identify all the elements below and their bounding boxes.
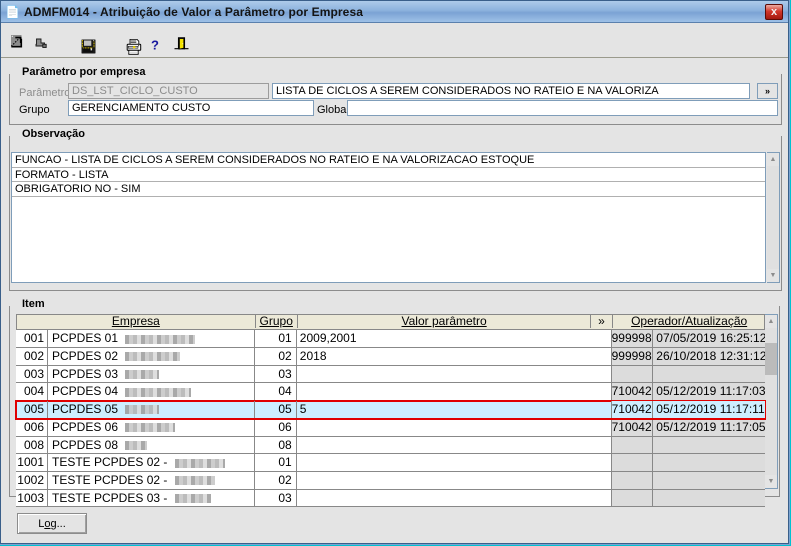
svg-text:?: ? (151, 38, 159, 53)
